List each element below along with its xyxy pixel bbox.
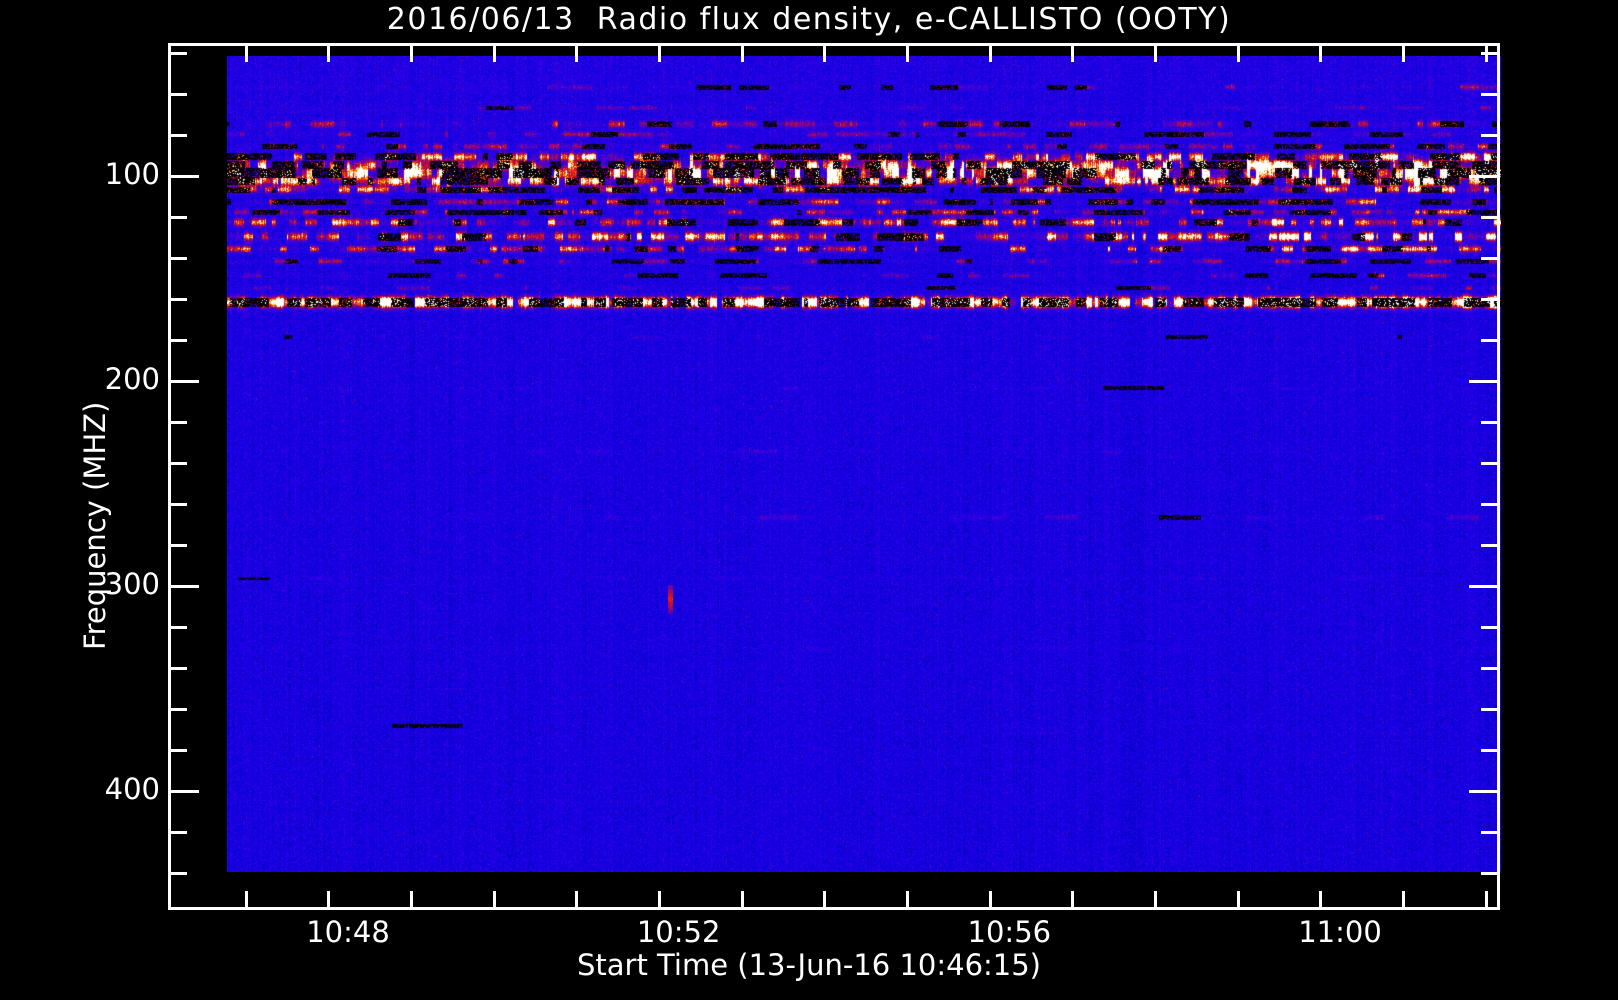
tick-mark	[1485, 46, 1488, 62]
tick-mark	[989, 46, 992, 62]
x-axis-title: Start Time (13-Jun-16 10:46:15)	[0, 948, 1618, 982]
tick-mark	[1237, 46, 1240, 62]
tick-mark	[1402, 891, 1405, 907]
tick-mark	[327, 46, 330, 62]
tick-mark	[171, 708, 187, 711]
tick-mark	[171, 298, 187, 301]
y-tick-label: 100	[105, 157, 160, 191]
x-tick-label: 11:00	[1250, 915, 1430, 949]
tick-mark	[658, 891, 661, 907]
tick-mark	[171, 749, 187, 752]
tick-mark	[171, 339, 187, 342]
tick-mark	[493, 891, 496, 907]
tick-mark	[1154, 46, 1157, 62]
tick-mark	[171, 380, 199, 383]
y-tick-label: 300	[105, 567, 160, 601]
y-tick-label: 200	[105, 362, 160, 396]
tick-mark	[171, 790, 199, 793]
tick-mark	[1071, 46, 1074, 62]
tick-mark	[410, 46, 413, 62]
tick-mark	[658, 46, 661, 62]
tick-mark	[1237, 891, 1240, 907]
y-axis-title: Frequency (MHZ)	[78, 402, 112, 650]
tick-mark	[1481, 257, 1497, 260]
tick-mark	[171, 93, 187, 96]
spectrogram-figure: 2016/06/13 Radio flux density, e-CALLIST…	[0, 0, 1618, 1000]
tick-mark	[1481, 544, 1497, 547]
tick-mark	[171, 667, 187, 670]
tick-mark	[823, 46, 826, 62]
tick-mark	[171, 462, 187, 465]
tick-mark	[1481, 339, 1497, 342]
tick-mark	[1319, 891, 1322, 907]
tick-mark	[1481, 831, 1497, 834]
tick-mark	[171, 257, 187, 260]
tick-mark	[1469, 585, 1497, 588]
tick-mark	[575, 46, 578, 62]
tick-mark	[823, 891, 826, 907]
tick-mark	[1469, 380, 1497, 383]
tick-mark	[1481, 52, 1497, 55]
tick-mark	[1481, 749, 1497, 752]
x-tick-label: 10:52	[589, 915, 769, 949]
tick-mark	[906, 891, 909, 907]
tick-mark	[1319, 46, 1322, 62]
tick-mark	[989, 891, 992, 907]
tick-mark	[1481, 216, 1497, 219]
tick-mark	[575, 891, 578, 907]
tick-mark	[1402, 46, 1405, 62]
tick-mark	[327, 891, 330, 907]
tick-mark	[1481, 462, 1497, 465]
axis-frame	[168, 43, 1500, 910]
tick-mark	[171, 585, 199, 588]
tick-mark	[171, 134, 187, 137]
x-tick-label: 10:48	[258, 915, 438, 949]
tick-mark	[171, 544, 187, 547]
tick-mark	[741, 891, 744, 907]
tick-mark	[245, 46, 248, 62]
tick-mark	[171, 626, 187, 629]
tick-mark	[1481, 626, 1497, 629]
tick-mark	[1071, 891, 1074, 907]
tick-mark	[171, 52, 187, 55]
tick-mark	[1154, 891, 1157, 907]
tick-mark	[171, 503, 187, 506]
x-tick-label: 10:56	[919, 915, 1099, 949]
y-tick-label: 400	[105, 772, 160, 806]
tick-mark	[171, 175, 199, 178]
tick-mark	[1469, 790, 1497, 793]
tick-mark	[741, 46, 744, 62]
tick-mark	[1481, 667, 1497, 670]
tick-mark	[171, 872, 187, 875]
tick-mark	[493, 46, 496, 62]
tick-mark	[1481, 872, 1497, 875]
tick-mark	[1481, 134, 1497, 137]
tick-mark	[906, 46, 909, 62]
tick-mark	[171, 421, 187, 424]
tick-mark	[171, 216, 187, 219]
tick-mark	[1481, 503, 1497, 506]
tick-mark	[1481, 93, 1497, 96]
tick-mark	[171, 831, 187, 834]
tick-mark	[1469, 175, 1497, 178]
tick-mark	[410, 891, 413, 907]
tick-mark	[1481, 708, 1497, 711]
tick-mark	[1481, 421, 1497, 424]
tick-mark	[245, 891, 248, 907]
tick-mark	[1485, 891, 1488, 907]
tick-mark	[1481, 298, 1497, 301]
page-title: 2016/06/13 Radio flux density, e-CALLIST…	[0, 2, 1618, 37]
